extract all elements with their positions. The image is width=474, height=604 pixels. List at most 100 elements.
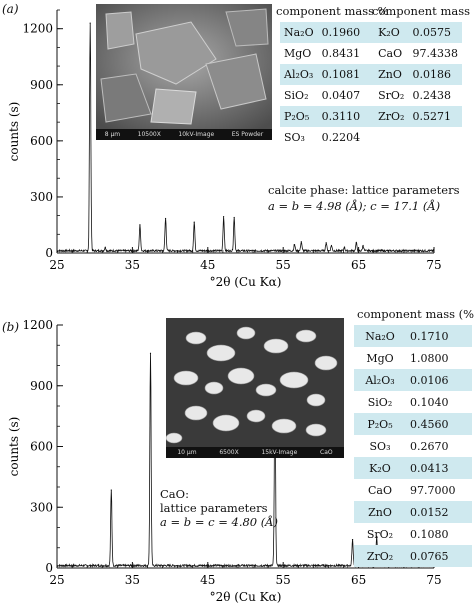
component-name: P₂O₅: [367, 417, 393, 431]
component-value: 0.1040: [410, 395, 449, 409]
component-value: 0.4560: [410, 417, 449, 431]
component-name: ZnO: [368, 505, 392, 519]
peak-point: [104, 246, 106, 248]
x-tick-label: 45: [200, 258, 215, 272]
table-row: ZnO 0.0152: [354, 501, 472, 523]
x-tick-label: 75: [426, 258, 441, 272]
sem-image: 8 µm 10500X 10kV-Image ES Powder: [96, 4, 272, 140]
component-value: 0.0413: [410, 461, 449, 475]
composition-table-b: Na₂O 0.1710 MgO 1.0800 Al₂O₃ 0.0106 SiO₂ 0.1040…: [354, 325, 472, 567]
annotation-line-1: calcite phase: lattice parameters: [268, 183, 460, 197]
panel-label: (b): [2, 320, 20, 334]
component-name: [374, 127, 408, 148]
component-name: SiO₂: [367, 395, 393, 409]
x-tick-label: 35: [125, 258, 140, 272]
component-value: 0.0575: [412, 26, 451, 39]
component-name: ZnO: [378, 68, 402, 81]
xrd-chart-b: 25 35 45 55 65 75 0 300 600 900 1200 °2θ (Cu Kα) cou…: [7, 318, 442, 604]
component-name: CaO: [378, 47, 403, 60]
table-row: Na₂O 0.1960 K₂O 0.0575: [280, 22, 462, 43]
table-row: P₂O₅ 0.4560: [354, 413, 472, 435]
table-row: CaO 97.7000: [354, 479, 472, 501]
component-name: Al₂O₃: [365, 373, 395, 387]
peak-point: [193, 221, 195, 223]
annotation-line-2: lattice parameters: [160, 501, 268, 515]
sem-caption-scale: 10 µm: [177, 449, 197, 456]
component-value: 0.2670: [410, 439, 449, 453]
table-row: MgO 1.0800: [354, 347, 472, 369]
peak-point: [233, 216, 235, 219]
component-value: 0.1710: [410, 329, 449, 343]
peak-point: [355, 242, 357, 244]
table-row: SiO₂ 0.0407 SrO₂ 0.2438: [280, 85, 462, 106]
annotation-line-1: CaO:: [160, 487, 189, 501]
component-value: 0.5271: [412, 110, 451, 123]
sem-caption-mag: 10500X: [137, 131, 161, 138]
component-name: MgO: [284, 47, 312, 60]
table-header: component mass (%): [357, 307, 474, 321]
y-tick-label: 0: [45, 561, 53, 575]
component-value: 97.7000: [410, 483, 456, 497]
component-name: P₂O₅: [284, 110, 310, 123]
sem-texture: [166, 318, 344, 447]
sem-caption-bar: 10 µm 6500X 15kV-Image CaO: [166, 447, 344, 458]
component-value: 0.1080: [410, 527, 449, 541]
component-name: ZrO₂: [378, 110, 405, 123]
component-value: 1.0800: [410, 351, 449, 365]
x-axis-label: °2θ (Cu Kα): [210, 590, 282, 604]
component-name: SO₃: [369, 439, 391, 453]
table-row: K₂O 0.0413: [354, 457, 472, 479]
peak-point: [300, 241, 302, 243]
table-row: Al₂O₃ 0.1081 ZnO 0.0186: [280, 64, 462, 85]
component-name: SO₃: [284, 131, 305, 144]
x-tick-label: 25: [49, 258, 64, 272]
sem-caption-sample: CaO: [320, 449, 333, 456]
component-value: 0.0407: [321, 89, 361, 102]
component-value: 0.3110: [321, 110, 361, 123]
peak-point: [293, 243, 296, 246]
component-name: K₂O: [369, 461, 391, 475]
component-name: Na₂O: [365, 329, 395, 343]
table-header-1: component mass %: [276, 4, 389, 18]
sem-caption-sample: ES Powder: [231, 131, 264, 138]
peak-point: [164, 217, 167, 220]
table-row: ZrO₂ 0.0765: [354, 545, 472, 567]
table-row: SO₃ 0.2204: [280, 127, 462, 148]
x-tick-label: 45: [200, 573, 215, 587]
component-value: 0.2204: [321, 131, 361, 144]
x-tick-label: 65: [351, 258, 366, 272]
y-tick-label: 900: [30, 78, 53, 92]
x-tick-label: 35: [125, 573, 140, 587]
table-row: SiO₂ 0.1040: [354, 391, 472, 413]
x-tick-label: 55: [276, 573, 291, 587]
component-value: 0.1960: [321, 26, 361, 39]
peak-point: [223, 215, 225, 218]
x-tick-label: 55: [276, 258, 291, 272]
table-row: MgO 0.8431 CaO 97.4338: [280, 43, 462, 64]
component-value: 0.0186: [412, 68, 451, 81]
component-name: SiO₂: [284, 89, 309, 102]
component-value: 97.4338: [412, 47, 458, 60]
y-axis-label: counts (s): [7, 102, 21, 162]
y-axis-label: counts (s): [7, 417, 21, 477]
component-name: Na₂O: [284, 26, 314, 39]
y-tick-label: 300: [30, 190, 53, 204]
peak-point: [110, 489, 112, 491]
component-value: 0.2438: [412, 89, 451, 102]
component-value: [408, 127, 462, 148]
peak-point: [362, 244, 364, 247]
sem-caption-mag: 6500X: [219, 449, 239, 456]
component-value: 0.0765: [410, 549, 449, 563]
sem-caption-kv: 10kV-Image: [178, 131, 215, 138]
y-tick-label: 600: [30, 134, 53, 148]
x-axis-label: °2θ (Cu Kα): [210, 275, 282, 289]
component-name: K₂O: [378, 26, 400, 39]
component-name: Al₂O₃: [284, 68, 314, 81]
panel-b: (b) 25 35 45 55 65 75 0 300 600 900 1200 °2θ (Cu Kα…: [0, 302, 474, 604]
table-row: SrO₂ 0.1080: [354, 523, 472, 545]
sem-image: 10 µm 6500X 15kV-Image CaO: [166, 318, 344, 458]
component-value: 0.0152: [410, 505, 449, 519]
table-row: Na₂O 0.1710: [354, 325, 472, 347]
table-row: P₂O₅ 0.3110 ZrO₂ 0.5271: [280, 106, 462, 127]
peak-point: [343, 246, 345, 248]
